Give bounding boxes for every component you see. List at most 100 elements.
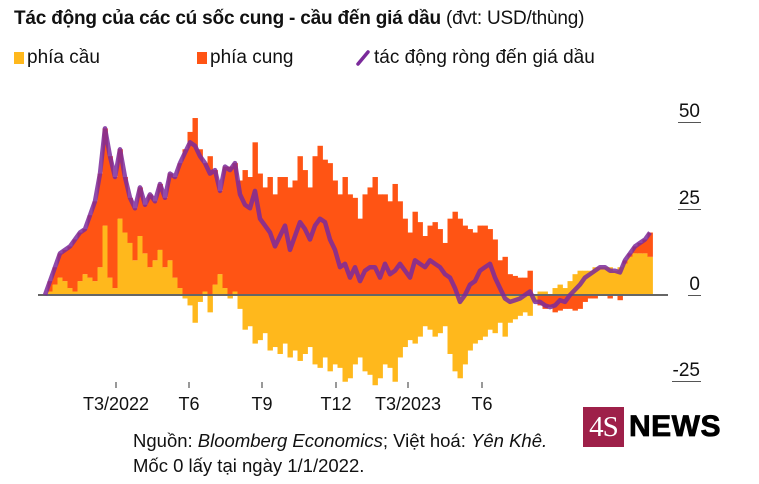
demand-bar xyxy=(477,295,483,341)
supply-bar xyxy=(347,194,353,295)
demand-bar xyxy=(302,295,308,354)
x-tick-label: T6 xyxy=(471,394,493,414)
supply-bar xyxy=(247,177,253,295)
demand-bar xyxy=(602,267,608,295)
supply-bar xyxy=(417,222,423,295)
supply-bar xyxy=(407,232,413,295)
supply-bar xyxy=(372,177,378,295)
demand-bar xyxy=(67,288,73,295)
demand-bar xyxy=(82,274,88,295)
chart-title-main: Tác động của các cú sốc cung - cầu đến g… xyxy=(14,8,441,29)
demand-bar xyxy=(207,295,213,313)
demand-bar xyxy=(332,295,338,365)
demand-bar xyxy=(62,281,68,295)
demand-bar xyxy=(442,295,448,327)
supply-bar xyxy=(237,180,243,295)
supply-bar xyxy=(197,149,203,295)
demand-bar xyxy=(412,295,418,344)
supply-bar xyxy=(62,249,68,282)
supply-bar xyxy=(222,166,228,289)
demand-bar xyxy=(312,295,318,365)
supply-bar xyxy=(592,295,598,299)
supply-bar xyxy=(152,201,158,261)
demand-bar xyxy=(627,256,633,295)
supply-bar xyxy=(257,173,263,295)
supply-bar xyxy=(342,177,348,295)
y-tick-label: 0 xyxy=(688,274,701,296)
supply-bar xyxy=(82,229,88,275)
supply-bar xyxy=(377,194,383,295)
demand-bar xyxy=(377,295,383,379)
translator-prefix: ; Việt hoá: xyxy=(382,430,472,451)
logo-box: 4S xyxy=(583,407,624,447)
supply-bar xyxy=(332,180,338,295)
demand-bar xyxy=(57,277,63,295)
supply-bar xyxy=(262,187,268,295)
supply-bar xyxy=(97,173,103,268)
demand-bar xyxy=(572,274,578,295)
supply-bar xyxy=(617,295,623,301)
supply-bar xyxy=(87,215,93,278)
demand-bar xyxy=(387,295,393,368)
demand-bar xyxy=(352,295,358,365)
demand-swatch-icon xyxy=(14,52,24,64)
demand-bar xyxy=(117,218,123,295)
legend-label-supply: phía cung xyxy=(210,47,294,68)
demand-bar xyxy=(567,281,573,295)
demand-bar xyxy=(617,267,623,295)
x-tick-label: T6 xyxy=(178,394,200,414)
legend-item-demand: phía cầu xyxy=(14,47,100,69)
baseline-note: Mốc 0 lấy tại ngày 1/1/2022. xyxy=(133,455,365,476)
demand-bar xyxy=(92,281,98,295)
demand-bar xyxy=(282,295,288,344)
demand-bar xyxy=(422,295,428,327)
demand-bar xyxy=(132,260,138,295)
supply-bar xyxy=(452,211,458,295)
supply-bar xyxy=(182,149,188,295)
demand-bar xyxy=(77,281,83,295)
demand-bar xyxy=(492,295,498,334)
demand-bar xyxy=(232,291,238,295)
x-ticks xyxy=(115,382,483,388)
demand-bar xyxy=(327,295,333,372)
supply-bar xyxy=(492,239,498,295)
supply-bar xyxy=(117,149,123,219)
demand-bar xyxy=(457,295,463,379)
supply-bar xyxy=(252,142,258,295)
supply-bar xyxy=(352,197,358,295)
supply-bar xyxy=(187,131,193,295)
supply-bar xyxy=(462,225,468,295)
demand-bar xyxy=(202,291,208,295)
supply-bar xyxy=(142,204,148,254)
x-tick-label: T12 xyxy=(320,394,352,414)
chart-title-unit: (đvt: USD/thùng) xyxy=(445,8,585,29)
demand-bar xyxy=(552,288,558,295)
demand-bar xyxy=(162,267,168,295)
demand-bar xyxy=(512,295,518,320)
demand-bar xyxy=(272,295,278,348)
demand-bar xyxy=(407,295,413,341)
demand-bar xyxy=(472,295,478,344)
demand-bar xyxy=(347,295,353,379)
source-name: Bloomberg Economics xyxy=(197,430,383,451)
logo-text: NEWS xyxy=(629,410,721,444)
demand-bar xyxy=(322,295,328,358)
demand-bar xyxy=(222,288,228,295)
demand-bar xyxy=(467,295,473,351)
supply-bar xyxy=(382,194,388,295)
demand-bar xyxy=(137,236,143,295)
supply-swatch-icon xyxy=(197,52,207,64)
demand-bar xyxy=(632,253,638,295)
demand-bar xyxy=(497,295,503,323)
demand-bar xyxy=(97,267,103,295)
supply-bar xyxy=(497,260,503,295)
demand-bar xyxy=(607,267,613,295)
supply-bar xyxy=(232,163,238,292)
supply-bar xyxy=(357,218,363,295)
demand-bar xyxy=(127,242,133,295)
supply-bar xyxy=(157,183,163,250)
demand-bar xyxy=(337,295,343,368)
demand-bar xyxy=(557,284,563,295)
demand-bar xyxy=(242,295,248,330)
